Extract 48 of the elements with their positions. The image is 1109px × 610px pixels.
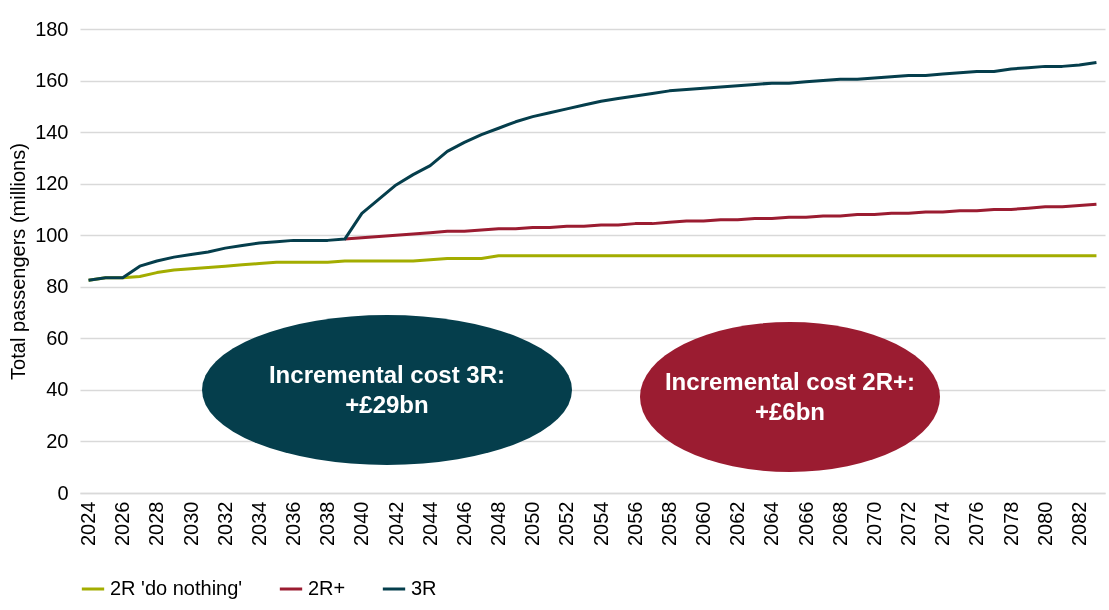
y-tick-label: 180 xyxy=(35,17,69,40)
x-tick-label: 2044 xyxy=(418,501,441,546)
x-tick-label: 2052 xyxy=(555,501,578,546)
y-tick-label: 100 xyxy=(35,223,69,246)
annotation: Incremental cost 2R+: +£6bn xyxy=(663,367,917,427)
x-tick-label: 2076 xyxy=(965,501,988,546)
y-tick-label: 120 xyxy=(35,172,69,195)
x-tick-label: 2066 xyxy=(794,501,817,546)
legend-label: 2R 'do nothing' xyxy=(110,577,243,599)
x-tick-label: 2074 xyxy=(931,501,954,546)
legend-label: 3R xyxy=(411,577,437,599)
x-tick-label: 2072 xyxy=(897,501,920,546)
y-tick-label: 140 xyxy=(35,120,69,143)
y-tick-label: 160 xyxy=(35,69,69,92)
x-tick-label: 2064 xyxy=(760,501,783,546)
x-tick-label: 2054 xyxy=(589,501,612,546)
x-tick-label: 2062 xyxy=(726,501,749,546)
x-tick-label: 2068 xyxy=(828,501,851,546)
x-tick-label: 2040 xyxy=(350,501,373,546)
line-series xyxy=(343,202,1098,241)
x-tick-label: 2060 xyxy=(692,501,715,546)
y-tick-label: 60 xyxy=(46,326,69,349)
x-tick-label: 2026 xyxy=(111,501,134,546)
x-tick-label: 2034 xyxy=(247,501,270,546)
x-tick-label: 2042 xyxy=(384,501,407,546)
x-tick-label: 2056 xyxy=(623,501,646,546)
x-tick-label: 2080 xyxy=(1033,501,1056,546)
x-tick-label: 2058 xyxy=(657,501,680,546)
x-tick-label: 2030 xyxy=(179,501,202,546)
x-tick-label: 2070 xyxy=(862,501,885,546)
x-tick-label: 2048 xyxy=(487,501,510,546)
x-tick-label: 2024 xyxy=(77,501,100,546)
x-tick-label: 2036 xyxy=(282,501,305,546)
y-tick-label: 0 xyxy=(57,481,69,504)
x-tick-label: 2028 xyxy=(145,501,168,546)
x-tick-label: 2038 xyxy=(316,501,339,546)
line-series xyxy=(87,61,1098,282)
y-tick-label: 80 xyxy=(46,275,69,298)
x-tick-label: 2032 xyxy=(213,501,236,546)
annotation: Incremental cost 3R: +£29bn xyxy=(267,360,507,420)
x-tick-label: 2050 xyxy=(521,501,544,546)
x-tick-label: 2078 xyxy=(999,501,1022,546)
x-tick-label: 2082 xyxy=(1067,501,1090,546)
y-tick-label: 40 xyxy=(46,378,69,401)
y-axis-title: Total passengers (millions) xyxy=(7,143,30,380)
y-tick-label: 20 xyxy=(46,429,69,452)
x-tick-label: 2046 xyxy=(452,501,475,546)
legend-label: 2R+ xyxy=(308,577,346,599)
